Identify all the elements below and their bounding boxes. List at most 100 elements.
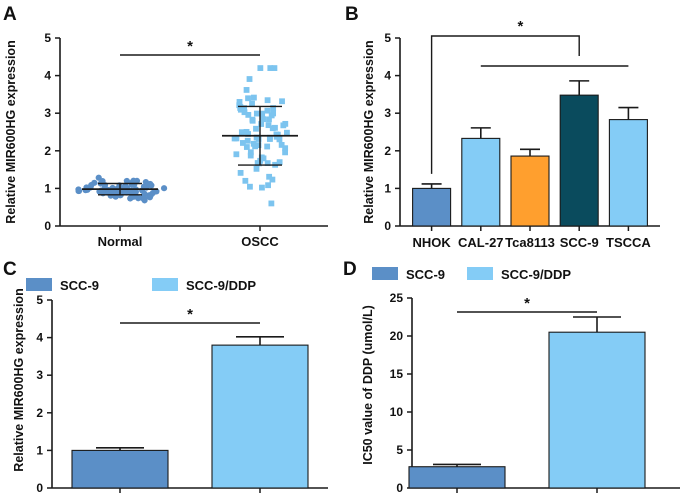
panel-a-data-point: [259, 184, 265, 191]
panel-b-y-tick-label: 3: [384, 106, 391, 120]
panel-b-sig-star: *: [517, 18, 523, 35]
panel-a-data-point: [247, 183, 253, 190]
panel-a-letter: A: [3, 4, 17, 25]
panel-b-category-label: Tca8113: [505, 235, 555, 250]
panel-a-data-point: [141, 190, 148, 197]
panel-a-data-point: [255, 142, 262, 149]
panel-b-y-tick-label: 4: [384, 69, 391, 83]
panel-d-y-tick-label: 15: [390, 367, 404, 381]
panel-c-y-tick-label: 3: [36, 368, 43, 382]
panel-b-y-tick-label: 2: [384, 144, 391, 158]
panel-c-y-tick-label: 0: [36, 481, 43, 495]
panel-b-category-label: CAL-27: [458, 235, 504, 250]
panel-a-data-point: [282, 145, 289, 152]
panel-a-data-point: [88, 182, 95, 189]
panel-a-data-point: [236, 99, 243, 105]
panel-b-bar: [510, 155, 550, 227]
panel-a-y-title: Relative MIR600HG expression: [4, 40, 18, 223]
panel-b-letter: B: [345, 4, 359, 25]
panel-d-legend-swatch: [467, 267, 493, 280]
panel-b-y-tick-label: 5: [384, 31, 391, 45]
panel-a-data-point: [258, 121, 265, 127]
panel-a-data-point: [282, 149, 288, 156]
panel-a-data-point: [247, 152, 254, 159]
panel-b-y-title: Relative MIR600HG expression: [362, 40, 376, 223]
panel-a-data-point: [244, 137, 251, 144]
panel-c-bar: [71, 449, 169, 489]
panel-a-data-point: [253, 125, 259, 132]
panel-a-data-point: [239, 140, 246, 146]
panel-a-data-point: [276, 159, 283, 166]
panel-a-category-label: Normal: [98, 234, 143, 249]
panel-a-y-tick-label: 2: [44, 144, 51, 158]
panel-a-data-point: [270, 105, 277, 111]
panel-b-sig-bracket: [430, 35, 580, 174]
panel-b-bar: [461, 137, 501, 227]
panel-a-data-point: [242, 177, 249, 184]
panel-a-data-point: [266, 173, 273, 180]
panel-a-data-point: [233, 135, 240, 142]
panel-d-legend-label: SCC-9/DDP: [501, 267, 571, 282]
panel-a-data-point: [245, 111, 252, 118]
panel-a-data-point: [273, 131, 280, 138]
panel-a-data-point: [264, 160, 271, 167]
panel-d-legend-swatch: [372, 267, 398, 280]
panel-d-y-tick-label: 5: [396, 443, 403, 457]
panel-a-data-point: [123, 177, 130, 185]
panel-c-legend-label: SCC-9/DDP: [186, 278, 256, 293]
panel-b-y-tick-label: 0: [384, 219, 391, 233]
panel-d-y-tick-label: 10: [390, 405, 404, 419]
panel-a-data-point: [268, 200, 275, 207]
panel-a-data-point: [122, 182, 129, 189]
panel-a-data-point: [266, 134, 273, 141]
panel-a-data-point: [253, 134, 260, 141]
panel-a-y-tick-label: 5: [44, 31, 51, 45]
panel-a-data-point: [260, 116, 266, 123]
panel-b-category-label: TSCCA: [606, 235, 651, 250]
panel-a-data-point: [269, 176, 276, 183]
panel-d-y-tick-label: 0: [396, 481, 403, 495]
panel-a-data-point: [233, 151, 240, 158]
panel-a-data-point: [253, 110, 260, 117]
panel-a-data-point: [245, 95, 251, 102]
panel-a-data-point: [264, 143, 271, 150]
panel-b-category-label: NHOK: [412, 235, 451, 250]
panel-c-letter: C: [3, 259, 17, 280]
panel-b-bar: [559, 94, 599, 227]
panel-a-data-point: [254, 160, 261, 166]
panel-a-data-point: [237, 106, 244, 113]
panel-a-data-point: [266, 116, 272, 123]
panel-d-bar: [408, 466, 506, 489]
panel-a-data-point: [279, 98, 285, 105]
panel-a-data-point: [249, 117, 256, 124]
panel-b-bar: [608, 119, 648, 227]
panel-a-data-point: [265, 122, 272, 129]
panel-a-data-point: [264, 107, 271, 114]
panel-b-y-tick-label: 1: [384, 181, 391, 195]
panel-c-sig-star: *: [187, 306, 193, 323]
panel-a-data-point: [278, 142, 285, 148]
panel-d-legend-label: SCC-9: [406, 267, 445, 282]
panel-a-category-label: OSCC: [241, 234, 279, 249]
panel-a-data-point: [241, 109, 248, 116]
panel-a-data-point: [243, 87, 250, 93]
panel-a-data-point: [250, 140, 257, 147]
panel-a-data-point: [258, 154, 265, 161]
panel-d-y-tick-label: 25: [390, 291, 404, 305]
panel-a-data-point: [243, 144, 250, 150]
panel-a-data-point: [238, 129, 245, 136]
panel-a-data-point: [160, 185, 168, 192]
panel-a-data-point: [75, 186, 82, 193]
panel-a-data-point: [276, 136, 283, 143]
panel-a-data-point: [147, 180, 154, 188]
panel-d-sig-star: *: [524, 295, 530, 312]
panel-b-category-label: SCC-9: [560, 235, 599, 250]
panel-a-data-point: [259, 110, 266, 117]
panel-a-data-point: [247, 149, 254, 156]
panel-a-data-point: [236, 102, 243, 109]
panel-c-legend-swatch: [152, 278, 178, 291]
panel-c-y-tick-label: 4: [36, 331, 43, 345]
panel-a-data-point: [264, 97, 271, 104]
panel-a-data-point: [270, 110, 277, 117]
